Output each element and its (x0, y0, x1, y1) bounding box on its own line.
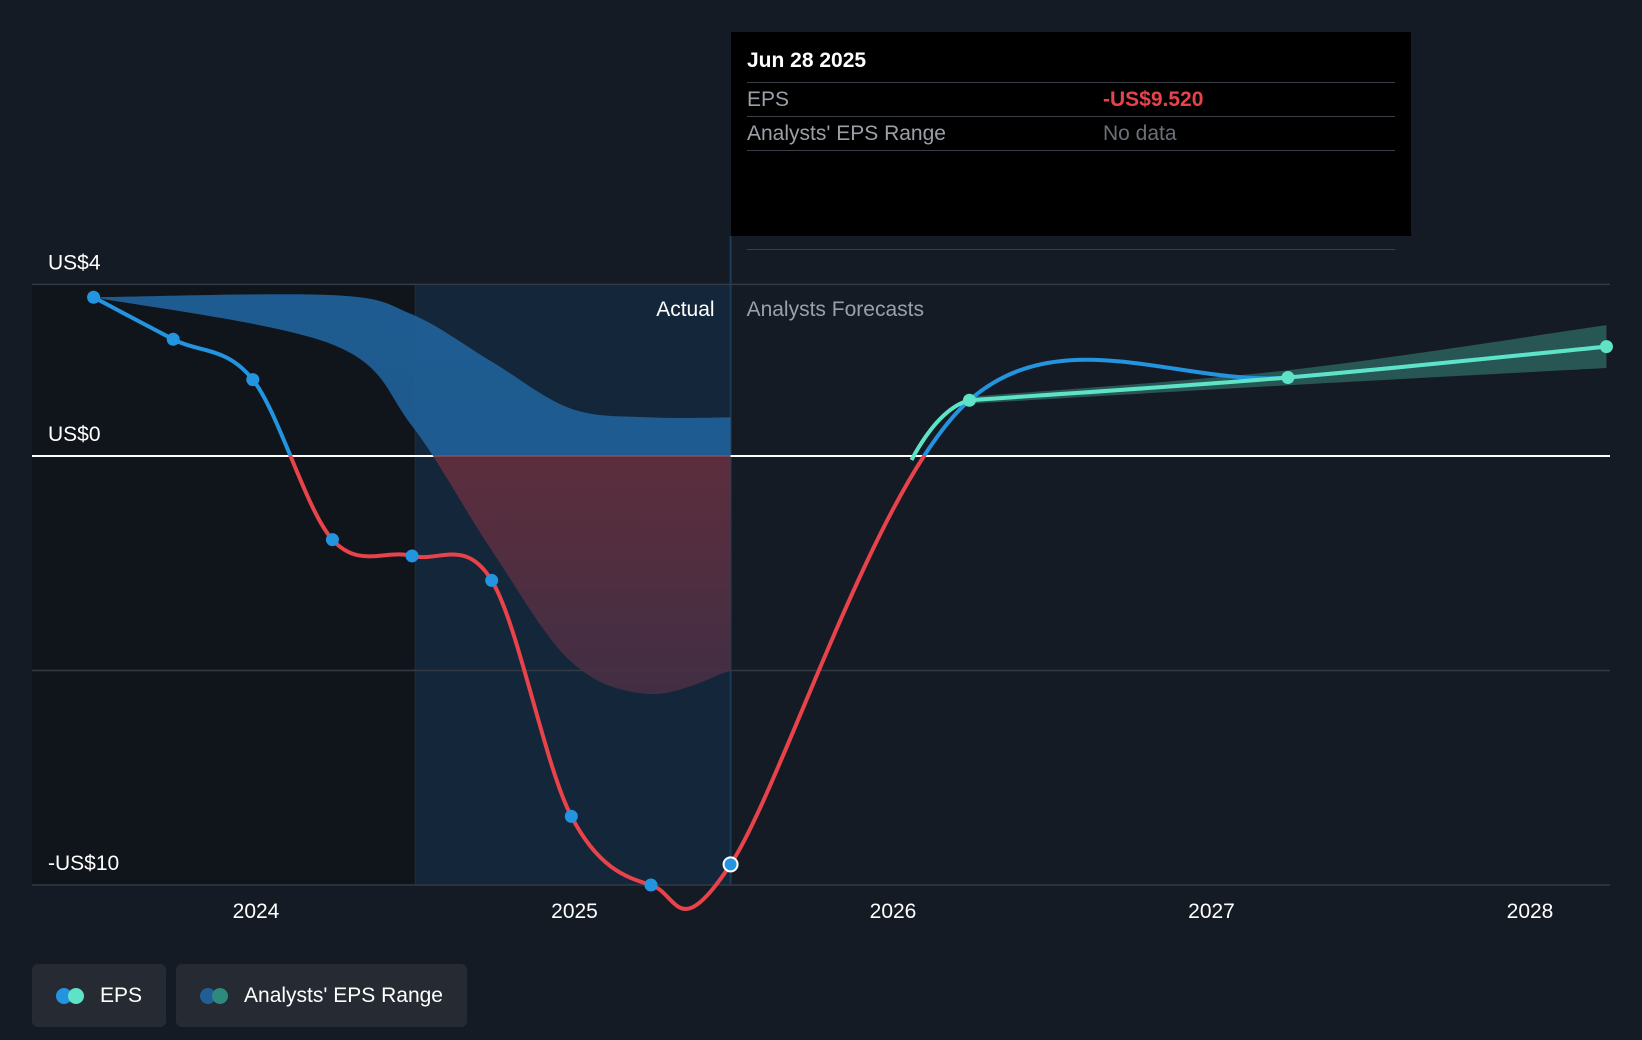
x-tick-label: 2024 (233, 900, 280, 923)
eps-point[interactable] (564, 809, 578, 823)
eps-forecast-point[interactable] (1281, 370, 1295, 384)
x-tick-label: 2025 (551, 900, 598, 923)
legend-eps-label: EPS (100, 983, 143, 1007)
y-tick-label: -US$10 (48, 852, 119, 875)
eps-line-positive (92, 295, 1607, 456)
eps-point[interactable] (246, 373, 260, 387)
eps-forecast-point[interactable] (962, 393, 976, 407)
forecast-label: Analysts Forecasts (747, 298, 924, 321)
eps-point-selected[interactable] (722, 856, 739, 873)
eps-line-negative (288, 456, 927, 911)
tooltip: Jun 28 2025 EPS -US$9.520 Analysts' EPS … (731, 32, 1411, 250)
eps-point[interactable] (325, 533, 339, 547)
past-region-shade (32, 284, 416, 885)
eps-range-band-negative (433, 456, 731, 695)
tooltip-date: Jun 28 2025 (747, 46, 1395, 83)
tooltip-value-range: No data (1103, 122, 1177, 145)
tooltip-row-range: Analysts' EPS Range No data (747, 117, 1395, 151)
tooltip-value-eps: -US$9.520 (1103, 88, 1204, 111)
eps-range-band-positive (93, 294, 731, 456)
eps-point[interactable] (405, 549, 419, 563)
tooltip-spacer (747, 151, 1395, 250)
x-tick-label: 2027 (1188, 900, 1235, 923)
legend-range-label: Analysts' EPS Range (244, 983, 443, 1007)
y-tick-label: US$4 (48, 251, 101, 274)
range-legend-icon (200, 987, 232, 1004)
eps-legend-icon (56, 987, 88, 1004)
legend-eps-button[interactable]: EPS (32, 964, 167, 1027)
legend-range-button[interactable]: Analysts' EPS Range (176, 964, 467, 1027)
tooltip-row-eps: EPS -US$9.520 (747, 83, 1395, 117)
eps-forecast-point[interactable] (1599, 340, 1613, 354)
actual-label: Actual (656, 298, 714, 321)
legend: EPS Analysts' EPS Range (32, 964, 467, 1027)
tooltip-label-range: Analysts' EPS Range (747, 122, 946, 145)
x-tick-label: 2026 (870, 900, 917, 923)
eps-point[interactable] (166, 332, 180, 346)
eps-point[interactable] (485, 573, 499, 587)
eps-point[interactable] (644, 878, 658, 892)
eps-point[interactable] (87, 290, 101, 304)
y-tick-label: US$0 (48, 423, 101, 446)
x-tick-label: 2028 (1507, 900, 1554, 923)
tooltip-label-eps: EPS (747, 88, 790, 111)
